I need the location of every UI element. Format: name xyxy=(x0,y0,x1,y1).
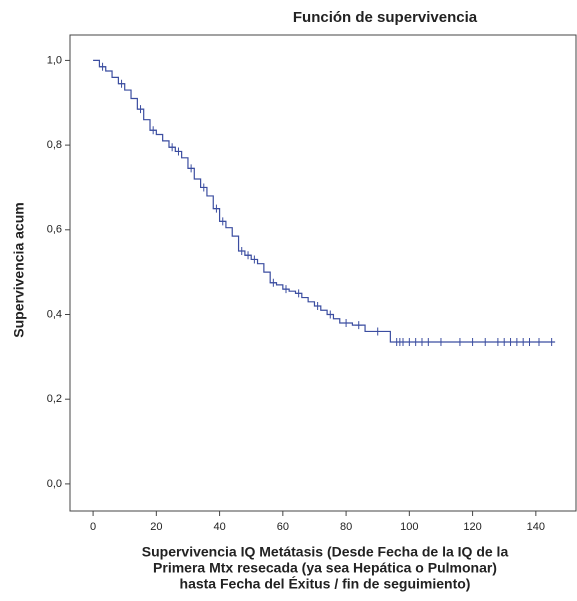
censor-mark xyxy=(494,338,502,347)
censor-mark xyxy=(399,338,407,347)
y-tick-label: 1,0 xyxy=(47,54,62,66)
y-tick-label: 0,2 xyxy=(47,393,62,405)
censor-mark xyxy=(412,338,420,347)
censor-mark xyxy=(238,246,246,255)
x-tick-label: 100 xyxy=(400,521,418,533)
censor-mark xyxy=(326,310,334,319)
censor-mark xyxy=(149,126,157,135)
y-tick-label: 0,4 xyxy=(47,308,62,320)
censor-mark xyxy=(200,183,208,192)
censor-mark xyxy=(282,285,290,294)
censor-mark xyxy=(424,338,432,347)
censor-mark xyxy=(405,338,413,347)
censor-mark xyxy=(212,204,220,213)
x-tick-label: 0 xyxy=(90,521,96,533)
censor-mark xyxy=(314,302,322,311)
x-tick-label: 20 xyxy=(150,521,162,533)
censor-mark xyxy=(374,327,382,336)
censor-mark xyxy=(187,164,195,173)
y-tick-label: 0,8 xyxy=(47,139,62,151)
censor-mark xyxy=(99,62,107,71)
y-tick-label: 0,6 xyxy=(47,224,62,236)
censor-mark xyxy=(269,278,277,287)
censor-mark xyxy=(219,217,227,226)
x-tick-label: 120 xyxy=(463,521,481,533)
censor-mark xyxy=(437,338,445,347)
censor-mark xyxy=(456,338,464,347)
censor-mark xyxy=(481,338,489,347)
x-tick-label: 140 xyxy=(527,521,545,533)
censor-mark xyxy=(250,255,258,264)
y-tick-label: 0,0 xyxy=(47,478,62,490)
censor-mark xyxy=(507,338,515,347)
chart-title: Función de supervivencia xyxy=(293,9,478,26)
x-tick-label: 40 xyxy=(213,521,225,533)
censor-mark xyxy=(174,147,182,156)
censor-mark xyxy=(137,105,145,114)
censor-mark xyxy=(469,338,477,347)
y-axis-label: Supervivencia acum xyxy=(11,202,27,337)
x-tick-label: 60 xyxy=(277,521,289,533)
plot-frame xyxy=(69,34,577,512)
censor-mark xyxy=(418,338,426,347)
x-axis-label: hasta Fecha del Éxitus / fin de seguimie… xyxy=(180,576,471,592)
survival-curve xyxy=(93,59,555,343)
censor-mark xyxy=(535,338,543,347)
censor-mark xyxy=(500,338,508,347)
x-axis-label: Primera Mtx resecada (ya sea Hepática o … xyxy=(153,560,497,576)
censor-mark xyxy=(548,338,556,347)
censor-mark xyxy=(168,143,176,152)
censor-mark xyxy=(118,79,126,88)
censor-mark xyxy=(244,251,252,260)
censor-mark xyxy=(519,338,527,347)
censor-mark xyxy=(513,338,521,347)
x-tick-label: 80 xyxy=(340,521,352,533)
x-axis-label: Supervivencia IQ Metátasis (Desde Fecha … xyxy=(142,544,509,560)
censor-mark xyxy=(295,289,303,298)
censor-mark xyxy=(342,318,350,327)
censor-mark xyxy=(526,338,534,347)
censor-mark xyxy=(355,321,363,330)
